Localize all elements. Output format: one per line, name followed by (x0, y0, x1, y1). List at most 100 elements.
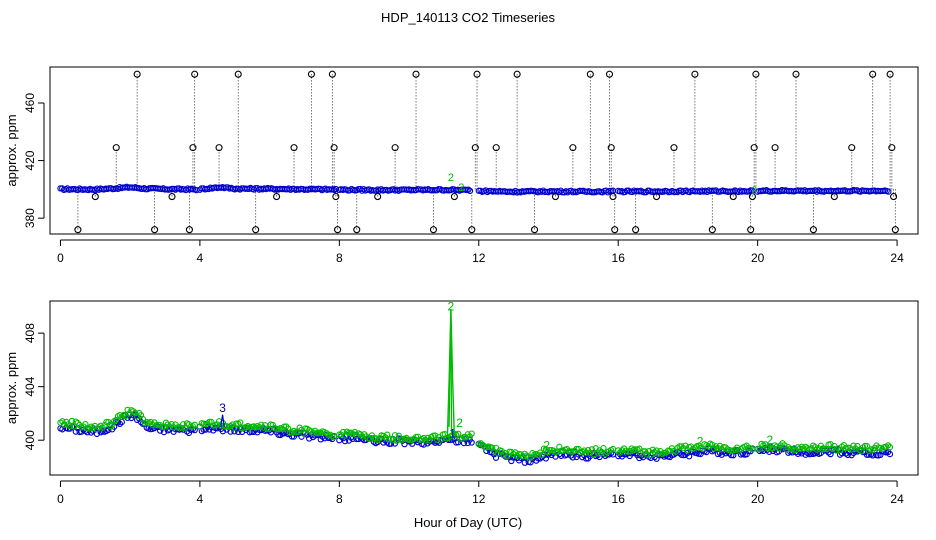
blue-point (802, 451, 809, 458)
green-point (586, 449, 594, 456)
green-mark: 2 (448, 172, 454, 184)
green-point (678, 443, 685, 450)
x-tick-label: 16 (612, 251, 626, 265)
outlier-point (605, 70, 614, 78)
co2-point (885, 188, 892, 195)
green-point (639, 448, 647, 455)
point-count-label: 2 (543, 439, 550, 453)
blue-point (490, 451, 498, 458)
y-tick-label: 404 (23, 376, 37, 396)
blue-point (116, 420, 124, 428)
green-point (89, 424, 97, 431)
green-point (653, 447, 660, 454)
green-point (521, 450, 528, 458)
green-point (833, 447, 840, 454)
x-tick-label: 12 (472, 251, 486, 265)
green-point (309, 429, 317, 436)
green-point (374, 436, 381, 444)
green-point (166, 424, 173, 431)
green-point (103, 418, 110, 426)
green-point (330, 433, 338, 440)
bottom-panel-ylabel: approx. ppm (4, 352, 19, 424)
outlier-point (334, 226, 342, 234)
point-count-label: 2 (448, 299, 455, 313)
green-point (641, 448, 649, 455)
outlier-point (891, 226, 899, 234)
outlier-point (632, 226, 640, 234)
green-point (86, 425, 93, 432)
outlier-point (569, 144, 577, 152)
green-point (477, 440, 484, 447)
green-point (662, 449, 670, 456)
green-mark: 2 (458, 182, 464, 194)
outlier-point (750, 144, 758, 152)
x-tick-label: 8 (336, 251, 343, 265)
figure-title: HDP_140113 CO2 Timeseries (381, 10, 555, 25)
outlier-point (374, 193, 382, 201)
x-tick-label: 24 (890, 251, 904, 265)
blue-point (886, 450, 894, 458)
green-point (512, 449, 519, 456)
blue-point (703, 448, 710, 456)
green-point (884, 442, 892, 449)
x-tick-label: 8 (336, 492, 343, 506)
outlier-point (752, 70, 760, 78)
y-tick-label: 460 (23, 93, 37, 113)
green-point (796, 445, 803, 452)
blue-point (521, 459, 528, 466)
top-panel-marks: 22 2 (57, 70, 899, 234)
green-point (643, 451, 651, 458)
green-point (366, 435, 374, 443)
outlier-point (330, 144, 338, 152)
outlier-point (252, 226, 260, 234)
spike-line-inner (448, 309, 453, 435)
green-point (351, 428, 358, 436)
outlier-point (353, 226, 361, 234)
green-point (508, 448, 515, 456)
green-point (353, 432, 360, 439)
green-point (133, 413, 141, 420)
blue-point (743, 451, 750, 458)
green-point (500, 451, 507, 459)
green-point (214, 421, 221, 428)
green-point (571, 447, 578, 454)
green-point (407, 436, 414, 443)
green-point (573, 445, 580, 453)
green-point (397, 436, 404, 443)
outlier-point (771, 144, 779, 152)
point-count-label: 1 (449, 427, 456, 441)
blue-point (72, 428, 79, 435)
outlier-point (151, 226, 159, 234)
outlier-point (332, 193, 340, 201)
green-point (157, 422, 164, 429)
green-point (118, 413, 125, 420)
outlier-point (328, 70, 336, 78)
outlier-point (234, 70, 242, 78)
outlier-point (792, 70, 800, 78)
green-point (64, 421, 72, 428)
outlier-point (670, 144, 678, 152)
green-point (91, 422, 99, 430)
point-count-label: 2 (767, 433, 774, 447)
green-point (97, 422, 104, 429)
x-axis-label: Hour of Day (UTC) (414, 515, 522, 530)
blue-point (508, 457, 515, 465)
outlier-point (708, 226, 716, 234)
green-point (779, 440, 786, 447)
outlier-point (215, 144, 223, 152)
outlier-point (191, 70, 199, 78)
green-point (59, 418, 66, 425)
green-point (836, 446, 844, 454)
green-point (732, 446, 739, 453)
top-panel-ylabel: approx. ppm (4, 114, 19, 186)
green-point (229, 421, 236, 428)
green-point (349, 430, 356, 438)
green-point (558, 447, 565, 454)
outlier-point (848, 144, 856, 152)
green-point (712, 443, 720, 450)
outlier-point (471, 144, 479, 152)
